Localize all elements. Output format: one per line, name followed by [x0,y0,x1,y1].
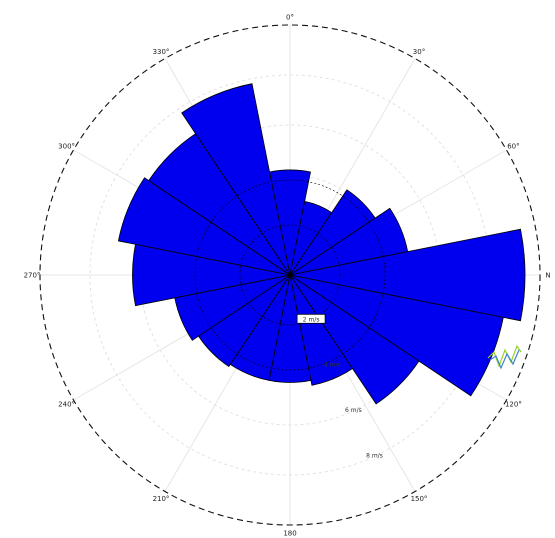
direction-tick-label-0: 0° [286,14,294,22]
petal-6 [289,274,420,405]
ring-labels-layer: 2 m/s 4 m/s 6 m/s 8 m/s [296,313,383,459]
ring-label-3: 8 m/s [366,452,383,459]
inner-ring-0 [239,224,341,326]
petal-4 [289,228,526,322]
ring-label-0: 2 m/s [303,316,320,323]
outer-ring-layer [39,24,541,526]
ring-label-box-0 [296,313,326,324]
direction-tick-label-4: 120° [505,401,522,409]
petal-5 [289,274,504,397]
direction-tick-label-2: 60° [507,143,519,151]
direction-tick-label-5: 150° [411,495,428,503]
direction-tick-label-7: 210° [153,495,170,503]
trace-layer [487,344,522,370]
outer-ring [39,24,541,526]
inner-rings-layer [194,179,386,371]
direction-tick-label-3: N [545,272,550,280]
petal-15 [181,83,291,276]
inner-ring-1 [194,179,386,371]
direction-tick-label-8: 240° [58,401,75,409]
ring-label-1: 4 m/s [324,362,341,369]
ring-label-2: 6 m/s [345,407,362,414]
direction-tick-label-10: 300° [58,143,75,151]
petals-layer [117,83,526,405]
trace-blue [489,349,520,370]
direction-tick-label-11: 330° [153,48,170,56]
trace-green [487,344,522,368]
direction-tick-label-1: 30° [413,48,425,56]
petal-13 [117,177,291,276]
direction-tick-label-6: 180 [283,530,296,538]
direction-tick-label-9: 270° [24,272,41,280]
direction-ticks-layer: 0° 30° 60° N 120° 150° 180 210° 240° 270° 300° 330° [24,14,551,538]
